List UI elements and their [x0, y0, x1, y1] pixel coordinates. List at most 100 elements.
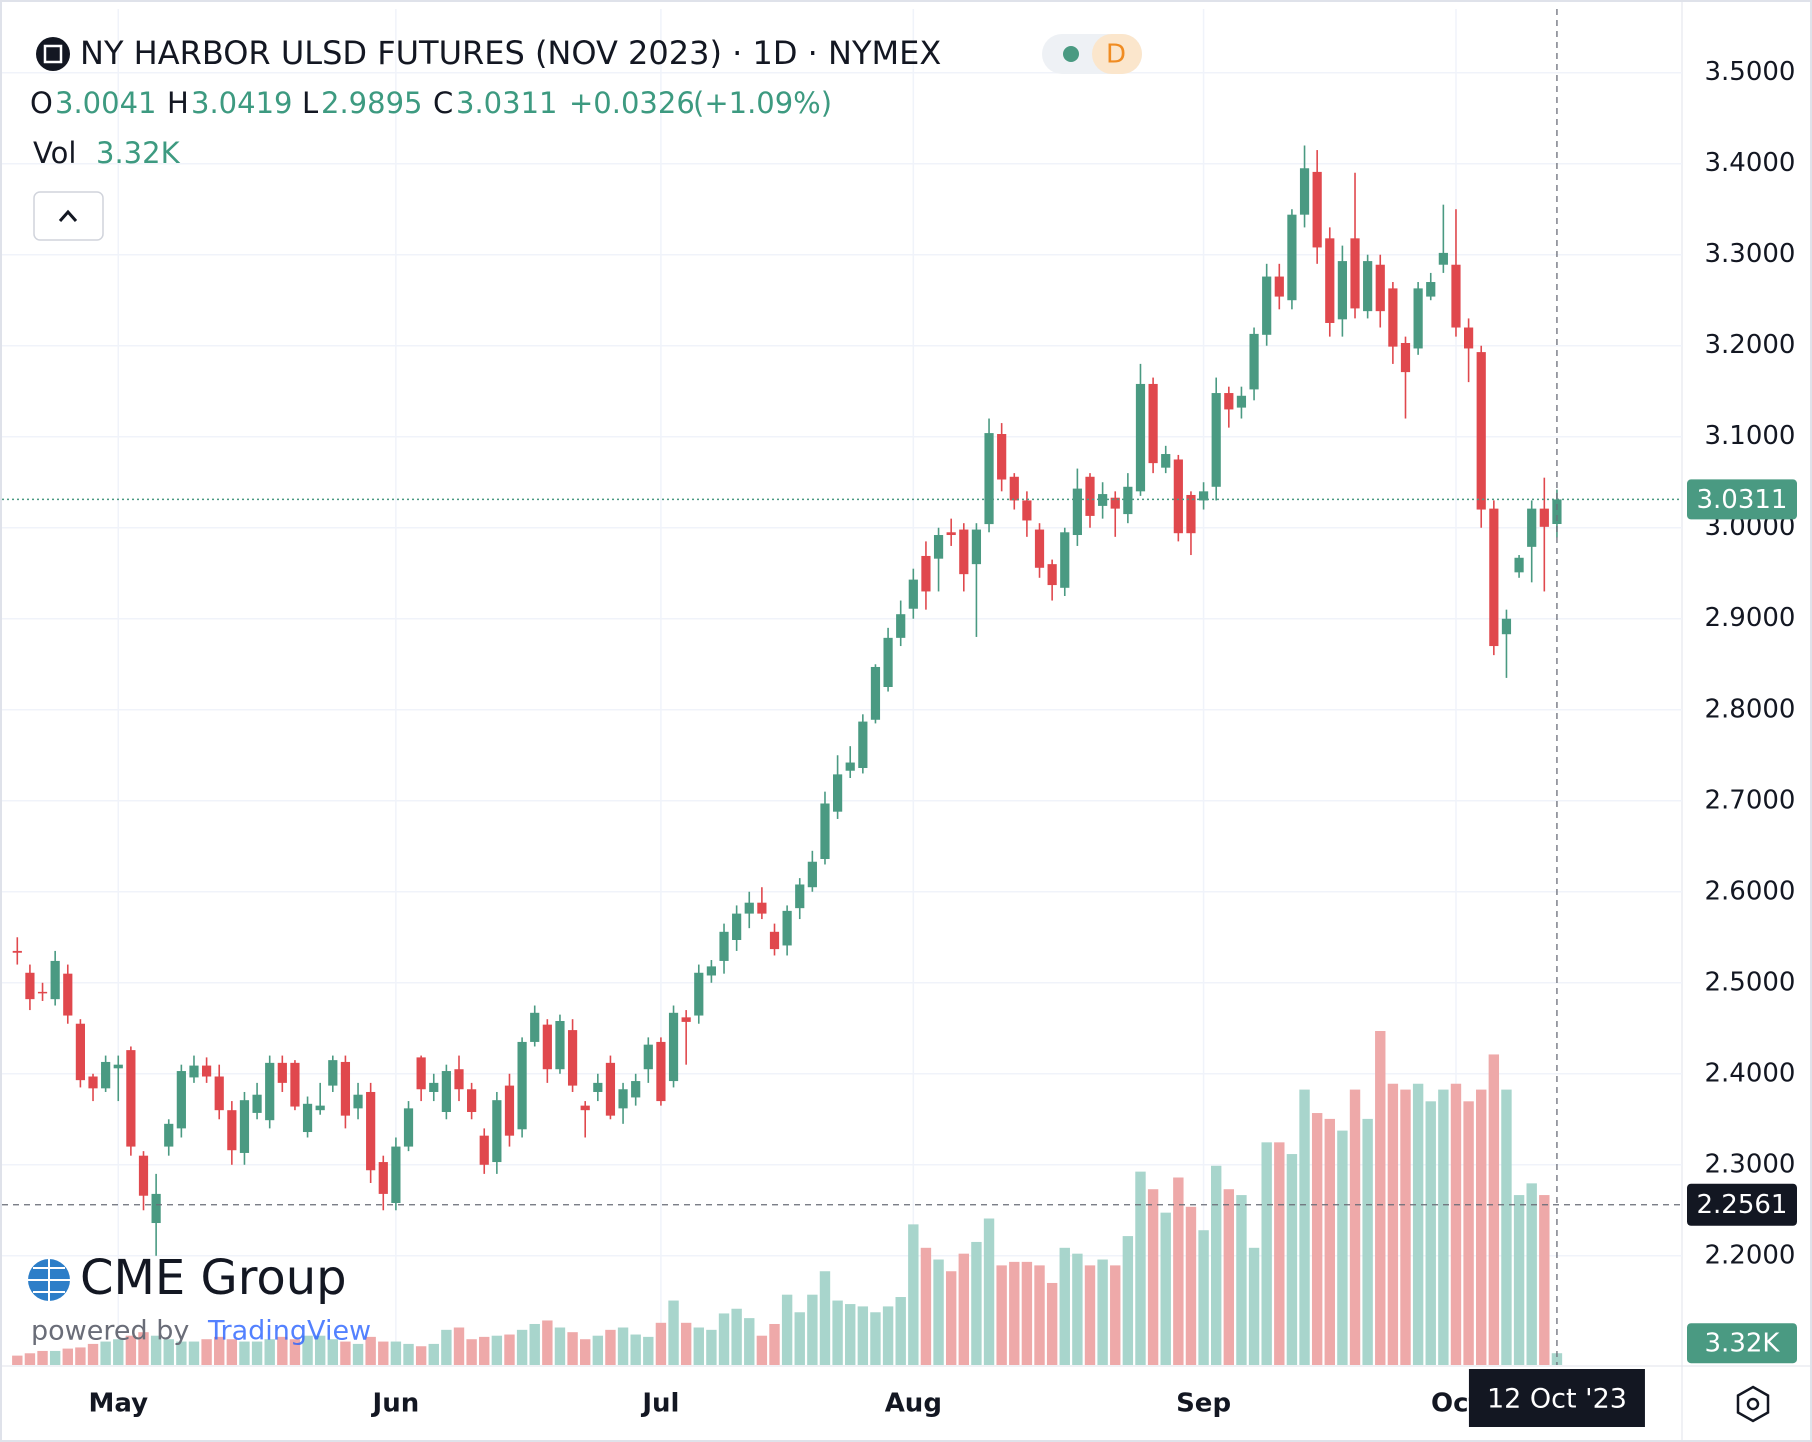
candle-body — [959, 529, 969, 575]
volume-bar — [542, 1320, 553, 1365]
volume-bar — [554, 1327, 566, 1365]
candle-body — [403, 1108, 414, 1147]
volume-bar — [807, 1294, 818, 1365]
volume-bar — [264, 1339, 275, 1365]
candle-body — [605, 1062, 616, 1116]
candle-body — [1413, 288, 1423, 349]
volume-bar — [1286, 1154, 1298, 1365]
candle-body — [971, 529, 982, 565]
candle-body — [833, 774, 843, 812]
volume-bar — [340, 1341, 351, 1365]
candle-body — [88, 1076, 98, 1089]
ohlc-letter: H — [167, 86, 189, 120]
volume-bar — [415, 1346, 427, 1365]
volume-bar — [1551, 1353, 1563, 1365]
volume-bar — [1488, 1054, 1500, 1365]
volume-bar — [49, 1350, 61, 1365]
volume-bar — [1274, 1142, 1285, 1365]
volume-bar — [1147, 1189, 1159, 1365]
change-percent: (+1.09%) — [693, 86, 832, 120]
volume-bar — [996, 1265, 1007, 1365]
candle-body — [1325, 238, 1335, 323]
candle-body — [101, 1061, 111, 1089]
volume-bar — [479, 1336, 490, 1365]
volume-bar — [201, 1339, 212, 1365]
candle-body — [126, 1050, 136, 1147]
candle-body — [593, 1082, 603, 1092]
candle-body — [1211, 393, 1221, 487]
volume-bar — [1248, 1247, 1260, 1365]
volume-bar — [1185, 1206, 1197, 1365]
candle-body — [807, 861, 817, 888]
volume-bar — [1387, 1083, 1399, 1365]
volume-bar — [1009, 1261, 1020, 1365]
collapse-button[interactable] — [33, 191, 104, 241]
volume-bar — [617, 1327, 629, 1365]
candle-body — [113, 1064, 123, 1069]
volume-bar — [302, 1335, 313, 1365]
volume-bar — [870, 1312, 881, 1365]
volume-bar — [781, 1294, 793, 1365]
volume-bar — [1160, 1212, 1171, 1365]
candle-layer — [12, 145, 1562, 1256]
volume-name: Vol — [33, 136, 76, 170]
volume-bar — [428, 1343, 439, 1365]
candle-body — [681, 1017, 691, 1022]
candle-body — [504, 1085, 515, 1136]
candle-body — [1539, 508, 1549, 527]
last-price-label: 3.0311 — [1697, 485, 1788, 515]
y-tick-label: 2.4000 — [1705, 1058, 1796, 1088]
candle-body — [656, 1041, 666, 1102]
volume-bar — [933, 1259, 944, 1365]
candle-body — [277, 1062, 287, 1083]
volume-bar — [1501, 1089, 1512, 1365]
volume-bar — [1059, 1247, 1070, 1365]
y-tick-label: 2.5000 — [1705, 967, 1796, 997]
candle-body — [1135, 383, 1146, 492]
y-tick-label: 2.2000 — [1705, 1240, 1796, 1270]
volume-bar — [756, 1335, 768, 1365]
volume-label-box — [1687, 1323, 1797, 1364]
ohlc-letter: L — [302, 86, 318, 120]
candle-body — [429, 1082, 439, 1092]
candle-body — [1110, 497, 1120, 509]
volume-bar — [668, 1300, 679, 1365]
candle-body — [858, 721, 868, 768]
candle-body — [1337, 261, 1347, 320]
candle-body — [1287, 214, 1297, 301]
volume-bar — [163, 1339, 174, 1365]
settings-icon[interactable] — [1736, 1385, 1770, 1423]
volume-bar — [390, 1341, 402, 1365]
volume-bar — [819, 1271, 831, 1365]
x-tick-label: Jun — [371, 1389, 420, 1419]
volume-bar — [1046, 1282, 1058, 1365]
volume-bar — [845, 1304, 856, 1365]
volume-bar — [352, 1343, 364, 1365]
candle-body — [820, 803, 830, 860]
crosshair-date-label: 12 Oct '23 — [1487, 1384, 1627, 1415]
volume-bar — [87, 1343, 99, 1365]
volume-bar — [24, 1353, 36, 1365]
crosshair-price-label: 2.2561 — [1697, 1190, 1788, 1220]
volume-layer — [12, 1031, 1563, 1365]
volume-bar — [100, 1341, 111, 1365]
candle-body — [1224, 393, 1234, 410]
candle-body — [176, 1071, 186, 1129]
candle-body — [1363, 261, 1373, 312]
volume-bar — [62, 1348, 73, 1365]
x-tick-label: Jul — [640, 1389, 679, 1419]
candle-body — [1274, 276, 1284, 297]
logo: CME Group powered by TradingView — [28, 1250, 371, 1347]
y-tick-label: 2.3000 — [1705, 1149, 1796, 1179]
volume-bar — [1135, 1171, 1146, 1365]
volume-bar — [908, 1224, 919, 1365]
volume-bar — [1261, 1142, 1272, 1365]
volume-bar — [1211, 1165, 1222, 1365]
volume-bar — [453, 1327, 465, 1365]
candle-body — [744, 902, 754, 914]
settings-dot — [1746, 1397, 1760, 1411]
volume-bar — [403, 1343, 414, 1365]
candle-body — [1400, 342, 1411, 373]
candle-body — [1009, 476, 1019, 501]
volume-bar — [516, 1329, 528, 1365]
